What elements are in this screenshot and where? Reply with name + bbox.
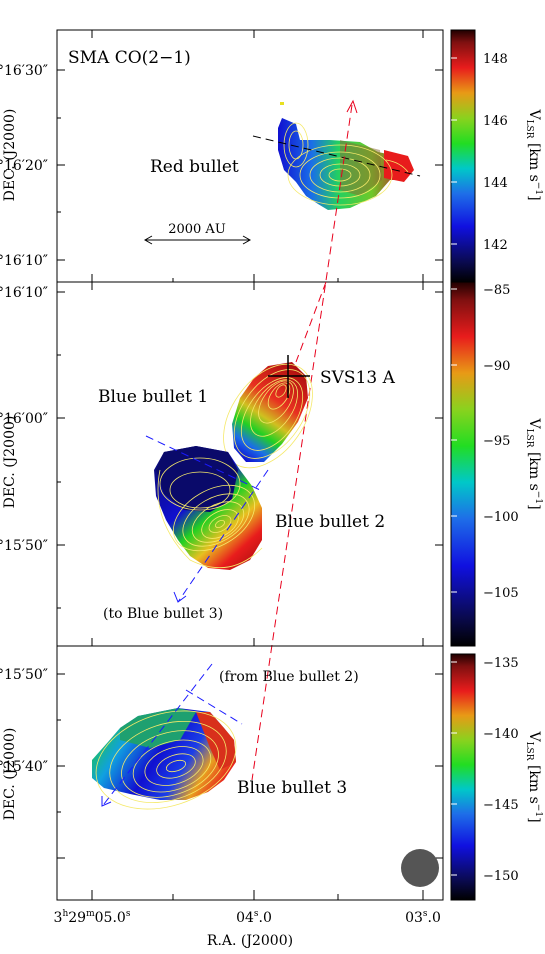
bb2-jet-axis bbox=[145, 435, 261, 491]
scalebar: 2000 AU bbox=[143, 222, 252, 245]
red-arrow-p2 bbox=[295, 281, 327, 363]
xtick-2: 03s.0 bbox=[405, 909, 441, 926]
x-axis: 3h29m05.0s 04s.0 03s.0 R.A. (J2000) bbox=[54, 909, 441, 949]
panel-2-ticks bbox=[57, 282, 443, 646]
p1-cbar-tick-0: 148 bbox=[483, 52, 508, 67]
blue-bullet-1-label: Blue bullet 1 bbox=[98, 387, 208, 407]
panel-1-ticks bbox=[57, 30, 443, 282]
blue-arrowhead-2 bbox=[101, 796, 112, 807]
red-bullet-label: Red bullet bbox=[150, 157, 239, 177]
p2-ylabel: DEC. (J2000) bbox=[2, 416, 18, 509]
p3-cbar-ticks bbox=[451, 661, 457, 876]
p1-ytick-1: 31°16′20″ bbox=[0, 158, 48, 174]
panel-1-title: SMA CO(2−1) bbox=[68, 48, 191, 68]
red-arrowhead bbox=[346, 99, 358, 114]
p1-cbar-ticks bbox=[451, 57, 457, 245]
p2-cbar-label: VLSR [km s−1] bbox=[524, 417, 543, 509]
blue-bullet-2-emission bbox=[154, 446, 263, 570]
blue-bullet-3-label: Blue bullet 3 bbox=[237, 778, 347, 798]
from-bb2-note: (from Blue bullet 2) bbox=[219, 669, 359, 685]
blue-arrow-bb3 bbox=[103, 663, 213, 805]
p3-cbar-tick-1: −140 bbox=[483, 727, 519, 742]
p3-cbar-tick-3: −150 bbox=[483, 869, 519, 884]
p1-cbar-tick-3: 142 bbox=[483, 238, 508, 253]
panel-red-bullet: 2000 AU SMA CO(2−1) Red bullet 31°16′30″… bbox=[0, 29, 543, 780]
p3-colorbar bbox=[450, 653, 476, 901]
svs13a-marker bbox=[268, 355, 310, 398]
p3-ytick-0: 31°15′50″ bbox=[0, 667, 48, 683]
xtick-0: 3h29m05.0s bbox=[54, 909, 131, 926]
p2-cbar-tick-0: −85 bbox=[483, 283, 510, 298]
bb3-jet-axis bbox=[185, 689, 243, 725]
beam-ellipse bbox=[401, 849, 439, 887]
scalebar-label: 2000 AU bbox=[168, 222, 226, 237]
panel-3-ticks bbox=[57, 673, 443, 900]
red-jet-axis bbox=[252, 135, 421, 177]
red-arrow bbox=[252, 105, 352, 780]
p2-cbar-tick-1: −90 bbox=[483, 359, 510, 374]
red-bullet-emission bbox=[278, 102, 414, 210]
p2-cbar-ticks bbox=[451, 288, 457, 593]
p2-cbar-tick-4: −105 bbox=[483, 586, 519, 601]
p2-colorbar bbox=[450, 281, 476, 647]
p3-ytick-1: 31°15′40″ bbox=[0, 759, 48, 775]
p1-cbar-tick-1: 146 bbox=[483, 114, 508, 129]
p1-cbar-label: VLSR [km s−1] bbox=[524, 108, 543, 200]
panel-blue-bullets-1-2: SVS13 A Blue bullet 1 Blue bullet 2 (to … bbox=[0, 281, 543, 647]
xtick-1: 04s.0 bbox=[236, 909, 272, 926]
p2-ytick-0: 31°16′00″ bbox=[0, 411, 48, 427]
panel-2-frame bbox=[56, 281, 444, 647]
p2-cbar-tick-2: −95 bbox=[483, 434, 510, 449]
p1-colorbar bbox=[450, 29, 476, 283]
p3-cbar-tick-0: −135 bbox=[483, 656, 519, 671]
blue-arrowhead-1 bbox=[173, 591, 187, 603]
p2-ytick-1: 31°15′50″ bbox=[0, 538, 48, 554]
p2-ytick-top: 31°16′10″ bbox=[0, 285, 48, 301]
p1-ytick-2: 31°16′10″ bbox=[0, 253, 48, 269]
panel-blue-bullet-3: (from Blue bullet 2) Blue bullet 3 31°15… bbox=[0, 645, 543, 901]
p2-cbar-tick-3: −100 bbox=[483, 510, 519, 525]
xlabel: R.A. (J2000) bbox=[207, 933, 293, 949]
p3-ylabel: DEC. (J2000) bbox=[2, 728, 18, 821]
p1-ylabel: DEC. (J2000) bbox=[2, 109, 18, 202]
p3-cbar-label: VLSR [km s−1] bbox=[524, 730, 543, 822]
panel-3-frame bbox=[56, 645, 444, 901]
blue-bullet-3-emission bbox=[92, 708, 237, 810]
blue-arrow-to-bb3 bbox=[177, 469, 269, 603]
blue-bullet-2-label: Blue bullet 2 bbox=[275, 512, 385, 532]
p1-cbar-tick-2: 144 bbox=[483, 176, 508, 191]
p1-ytick-0: 31°16′30″ bbox=[0, 63, 48, 79]
p3-cbar-tick-2: −145 bbox=[483, 798, 519, 813]
svs13a-label: SVS13 A bbox=[320, 368, 396, 388]
to-bb3-note: (to Blue bullet 3) bbox=[103, 606, 223, 622]
